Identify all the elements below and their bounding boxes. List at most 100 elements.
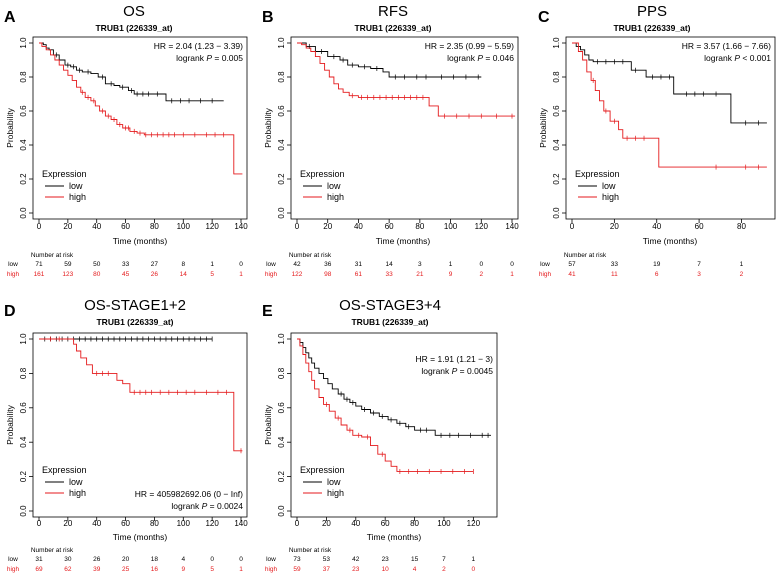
- y-tick-label: 0.0: [277, 505, 286, 517]
- y-tick-label: 0.4: [277, 139, 286, 151]
- risk-value-high: 41: [568, 271, 576, 278]
- risk-row-label-high: high: [539, 271, 552, 278]
- risk-value-high: 21: [416, 271, 424, 278]
- y-tick-label: 1.0: [19, 333, 28, 345]
- risk-value-low: 4: [181, 556, 185, 563]
- y-tick-label: 0.4: [19, 139, 28, 151]
- x-tick-label: 60: [381, 519, 390, 528]
- risk-value-low: 1: [210, 261, 214, 268]
- risk-value-low: 0: [239, 556, 243, 563]
- y-tick-label: 0.8: [552, 71, 561, 83]
- legend-title: Expression: [42, 465, 87, 475]
- x-tick-label: 60: [385, 222, 394, 231]
- legend-label-low: low: [327, 181, 341, 191]
- risk-value-high: 2: [740, 271, 744, 278]
- x-tick-label: 40: [652, 222, 661, 231]
- risk-value-high: 61: [355, 271, 363, 278]
- y-tick-label: 0.8: [277, 71, 286, 83]
- x-tick-label: 120: [205, 222, 219, 231]
- risk-value-low: 0: [239, 261, 243, 268]
- x-tick-label: 20: [323, 222, 332, 231]
- x-tick-label: 120: [475, 222, 489, 231]
- risk-value-high: 123: [62, 271, 73, 278]
- panel-c: C PPS TRUB1 (226339_at) 0.0 0.2 0.4 0.6 0.8 1.0 P…: [538, 3, 776, 278]
- risk-value-low: 33: [611, 261, 619, 268]
- risk-value-low: 36: [324, 261, 332, 268]
- risk-value-low: 33: [122, 261, 130, 268]
- curve-high: [572, 42, 767, 168]
- x-tick-label: 80: [737, 222, 746, 231]
- risk-value-high: 9: [449, 271, 453, 278]
- y-tick-label: 0.6: [552, 105, 561, 117]
- logrank-text: logrank P < 0.001: [704, 53, 771, 63]
- x-tick-label: 100: [437, 519, 451, 528]
- legend-label-high: high: [602, 192, 619, 202]
- hazard-ratio-text: HR = 2.35 (0.99 − 5.59): [425, 41, 514, 51]
- panel-subtitle: TRUB1 (226339_at): [95, 23, 172, 33]
- x-tick-label: 40: [354, 222, 363, 231]
- y-tick-label: 1.0: [277, 37, 286, 49]
- y-tick-label: 0.4: [552, 139, 561, 151]
- panel-title: OS-STAGE1+2: [84, 297, 186, 314]
- x-tick-label: 0: [37, 222, 42, 231]
- risk-value-low: 15: [411, 556, 419, 563]
- risk-value-high: 59: [293, 566, 301, 573]
- y-tick-label: 0.8: [19, 71, 28, 83]
- risk-value-low: 50: [93, 261, 101, 268]
- risk-value-high: 14: [180, 271, 188, 278]
- risk-row-label-high: high: [7, 271, 20, 278]
- risk-value-low: 31: [35, 556, 43, 563]
- hazard-ratio-text: HR = 2.04 (1.23 − 3.39): [154, 41, 243, 51]
- panel-subtitle: TRUB1 (226339_at): [351, 317, 428, 327]
- risk-value-low: 14: [386, 261, 394, 268]
- y-tick-label: 0.8: [277, 367, 286, 379]
- y-tick-label: 0.4: [19, 436, 28, 448]
- x-tick-label: 120: [467, 519, 481, 528]
- risk-value-high: 9: [181, 566, 185, 573]
- x-tick-label: 0: [37, 519, 42, 528]
- risk-row-label-low: low: [266, 261, 276, 268]
- x-tick-label: 80: [150, 519, 159, 528]
- risk-value-low: 42: [352, 556, 360, 563]
- x-tick-label: 140: [234, 519, 248, 528]
- hazard-ratio-text: HR = 405982692.06 (0 − Inf): [135, 489, 243, 499]
- y-axis-label: Probability: [263, 404, 273, 444]
- x-tick-label: 20: [322, 519, 331, 528]
- risk-value-high: 26: [151, 271, 159, 278]
- curve-high: [297, 42, 516, 117]
- risk-value-high: 69: [35, 566, 43, 573]
- legend-label-low: low: [327, 477, 341, 487]
- y-tick-label: 0.2: [19, 173, 28, 185]
- y-axis-label: Probability: [5, 107, 15, 147]
- plot-frame: [32, 332, 248, 518]
- curve-low: [572, 42, 767, 124]
- legend-title: Expression: [300, 465, 345, 475]
- panel-d: D OS-STAGE1+2 TRUB1 (226339_at) 0.0 0.2 0.4 0.…: [4, 297, 248, 573]
- x-tick-label: 20: [610, 222, 619, 231]
- risk-value-low: 1: [472, 556, 476, 563]
- risk-table-header: Number at risk: [289, 252, 332, 259]
- risk-value-low: 0: [479, 261, 483, 268]
- risk-value-high: 62: [64, 566, 72, 573]
- x-axis-label: Time (months): [643, 236, 698, 246]
- x-tick-label: 20: [63, 222, 72, 231]
- risk-value-high: 4: [413, 566, 417, 573]
- risk-value-low: 59: [64, 261, 72, 268]
- y-tick-label: 0.0: [552, 207, 561, 219]
- panel-letter: C: [538, 9, 550, 26]
- risk-value-high: 1: [239, 566, 243, 573]
- y-tick-label: 1.0: [277, 333, 286, 345]
- y-tick-label: 0.2: [19, 470, 28, 482]
- panel-title: OS-STAGE3+4: [339, 297, 441, 314]
- y-tick-label: 0.0: [277, 207, 286, 219]
- risk-value-high: 11: [611, 271, 618, 278]
- y-tick-label: 1.0: [552, 37, 561, 49]
- risk-value-low: 57: [568, 261, 576, 268]
- risk-value-high: 5: [210, 271, 214, 278]
- legend-label-high: high: [327, 192, 344, 202]
- legend-title: Expression: [42, 169, 87, 179]
- risk-value-low: 0: [210, 556, 214, 563]
- plot-frame: [32, 36, 248, 220]
- risk-value-high: 23: [352, 566, 360, 573]
- legend-label-high: high: [327, 488, 344, 498]
